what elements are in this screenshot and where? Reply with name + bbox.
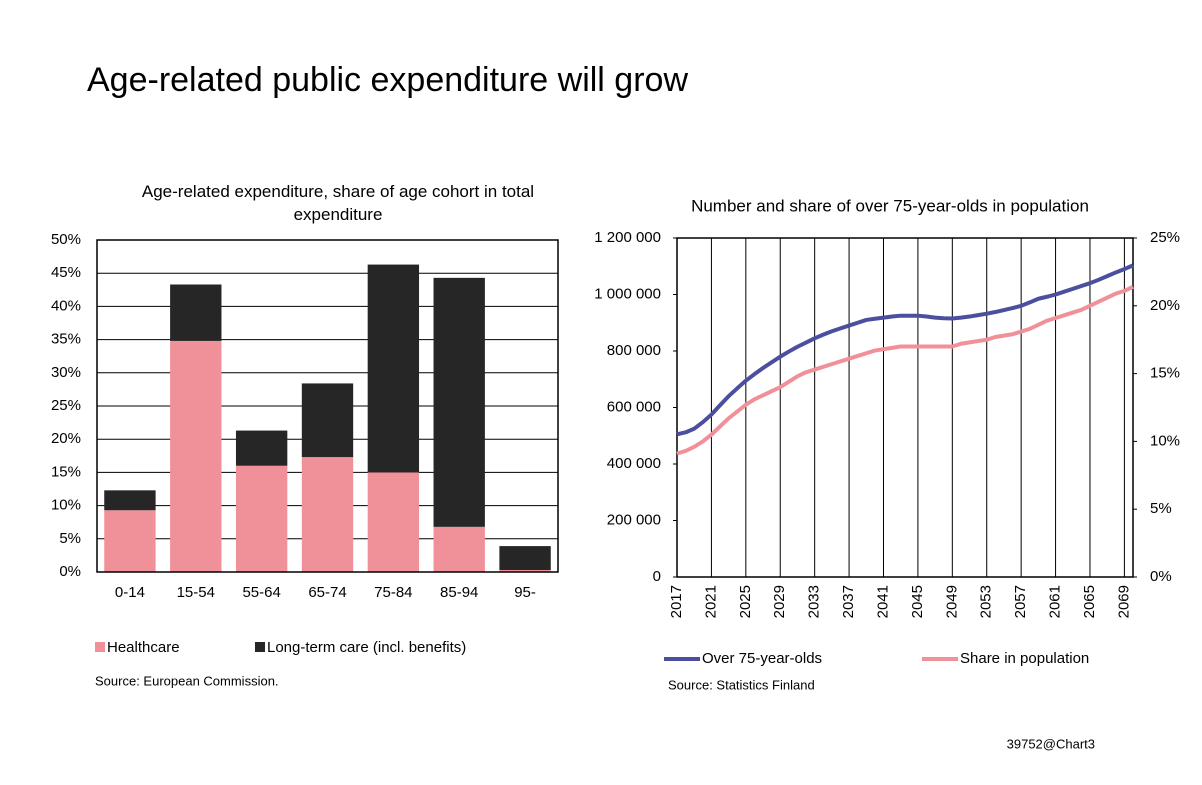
y2-tick-label: 0%: [1150, 568, 1172, 585]
plot-frame: [676, 237, 1134, 578]
legend-swatch: [255, 642, 265, 652]
chart-title: Age-related expenditure, share of age co…: [141, 182, 535, 224]
x-tick-label: 2053: [978, 585, 995, 618]
bar-segment: [104, 510, 156, 572]
bar-segment: [104, 490, 156, 511]
x-tick-label: 0-14: [115, 584, 145, 601]
bar-segment: [170, 284, 222, 341]
y2-tick-label: 15%: [1150, 365, 1180, 382]
y-tick-label: 1 200 000: [594, 229, 661, 246]
y-tick-label: 1 000 000: [594, 285, 661, 302]
bar-segment: [235, 465, 288, 572]
x-tick-label: 2037: [840, 585, 857, 618]
y-tick-label: 0%: [59, 563, 81, 580]
x-tick-label: 95-: [514, 584, 536, 601]
plot-frame: [96, 239, 559, 573]
bar-segment: [170, 340, 222, 572]
line-series: [676, 285, 1134, 456]
footer: 39752@Chart3: [1007, 736, 1095, 751]
y2-tick-label: 5%: [1150, 500, 1172, 517]
y-tick-label: 15%: [51, 463, 81, 480]
x-tick-label: 2069: [1115, 585, 1132, 618]
source: Source: Statistics Finland: [668, 677, 815, 692]
legend-label: Healthcare: [107, 639, 180, 656]
y-tick-label: 25%: [51, 397, 81, 414]
bar-segment: [367, 264, 420, 473]
y-tick-label: 0: [653, 568, 661, 585]
legend-label: Share in population: [960, 650, 1089, 667]
bar-segment: [367, 472, 420, 572]
bar-segment: [301, 383, 354, 458]
y-tick-label: 800 000: [607, 342, 661, 359]
y-tick-label: 400 000: [607, 455, 661, 472]
x-tick-label: 2049: [943, 585, 960, 618]
x-tick-label: 85-94: [440, 584, 478, 601]
x-tick-label: 55-64: [242, 584, 280, 601]
x-tick-label: 2041: [874, 585, 891, 618]
y2-tick-label: 25%: [1150, 229, 1180, 246]
x-tick-label: 2029: [771, 585, 788, 618]
x-tick-label: 15-54: [177, 584, 215, 601]
line-series: [676, 263, 1134, 437]
y-tick-label: 45%: [51, 264, 81, 281]
x-tick-label: 2045: [909, 585, 926, 618]
bar-segment: [433, 526, 485, 572]
y-tick-label: 600 000: [607, 398, 661, 415]
slide-title: Age-related public expenditure will grow: [87, 61, 688, 99]
source: Source: European Commission.: [95, 673, 279, 688]
y-tick-label: 20%: [51, 430, 81, 447]
x-tick-label: 2017: [668, 585, 685, 618]
y-tick-label: 5%: [59, 530, 81, 547]
x-tick-label: 75-84: [374, 584, 412, 601]
y-tick-label: 35%: [51, 331, 81, 348]
y2-tick-label: 10%: [1150, 432, 1180, 449]
legend-swatch: [95, 642, 105, 652]
legend-label: Long-term care (incl. benefits): [267, 639, 466, 656]
x-tick-label: 2065: [1081, 585, 1098, 618]
bar-segment: [433, 277, 485, 527]
y-tick-label: 200 000: [607, 511, 661, 528]
x-tick-label: 2061: [1047, 585, 1064, 618]
y-tick-label: 10%: [51, 497, 81, 514]
bar-segment: [499, 546, 551, 571]
x-tick-label: 2057: [1012, 585, 1029, 618]
chart-title: Number and share of over 75-year-olds in…: [691, 196, 1089, 215]
legend-label: Over 75-year-olds: [702, 650, 822, 667]
x-tick-label: 2021: [702, 585, 719, 618]
bar-segment: [235, 430, 288, 466]
bar-segment: [499, 570, 551, 572]
y-tick-label: 50%: [51, 231, 81, 248]
bar-segment: [301, 457, 354, 572]
y-tick-label: 30%: [51, 364, 81, 381]
x-tick-label: 2033: [806, 585, 823, 618]
x-tick-label: 2025: [737, 585, 754, 618]
y-tick-label: 40%: [51, 297, 81, 314]
x-tick-label: 65-74: [308, 584, 346, 601]
y2-tick-label: 20%: [1150, 297, 1180, 314]
